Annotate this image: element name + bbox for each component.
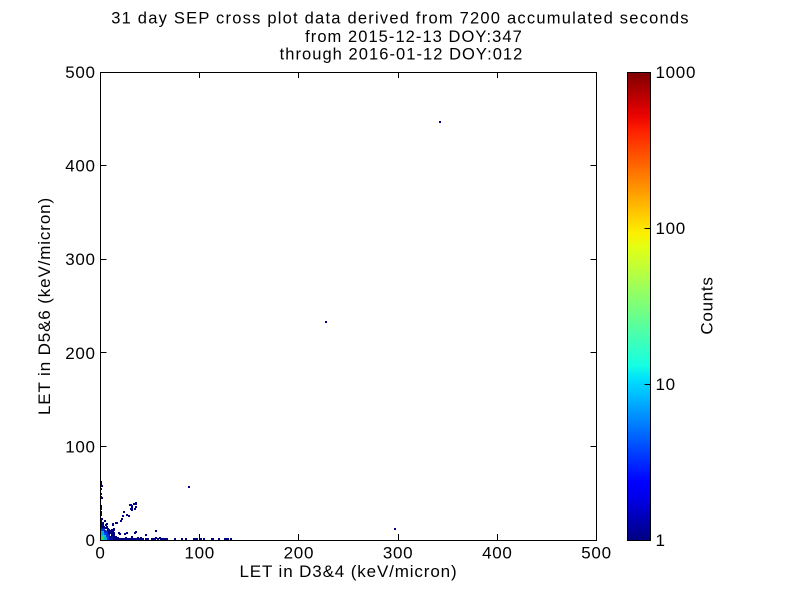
svg-text:10: 10 — [656, 375, 676, 394]
svg-text:1: 1 — [656, 531, 666, 550]
svg-text:400: 400 — [482, 544, 512, 563]
svg-text:LET in D5&6 (keV/micron): LET in D5&6 (keV/micron) — [35, 197, 54, 415]
svg-text:Counts: Counts — [698, 276, 717, 334]
svg-text:300: 300 — [65, 250, 95, 269]
svg-text:100: 100 — [65, 437, 95, 456]
svg-text:200: 200 — [284, 544, 314, 563]
svg-text:0: 0 — [86, 531, 96, 550]
svg-text:100: 100 — [656, 219, 686, 238]
svg-text:from 2015-12-13 DOY:347: from 2015-12-13 DOY:347 — [305, 28, 523, 46]
svg-text:31 day SEP cross plot data der: 31 day SEP cross plot data derived from … — [111, 9, 690, 27]
svg-text:1000: 1000 — [656, 63, 697, 82]
svg-text:200: 200 — [65, 344, 95, 363]
svg-text:through 2016-01-12 DOY:012: through 2016-01-12 DOY:012 — [280, 46, 524, 64]
svg-text:500: 500 — [65, 63, 95, 82]
svg-text:300: 300 — [383, 544, 413, 563]
svg-text:LET in D3&4 (keV/micron): LET in D3&4 (keV/micron) — [239, 562, 457, 581]
svg-text:100: 100 — [184, 544, 214, 563]
svg-text:500: 500 — [581, 544, 611, 563]
svg-text:0: 0 — [95, 544, 105, 563]
svg-text:400: 400 — [65, 157, 95, 176]
